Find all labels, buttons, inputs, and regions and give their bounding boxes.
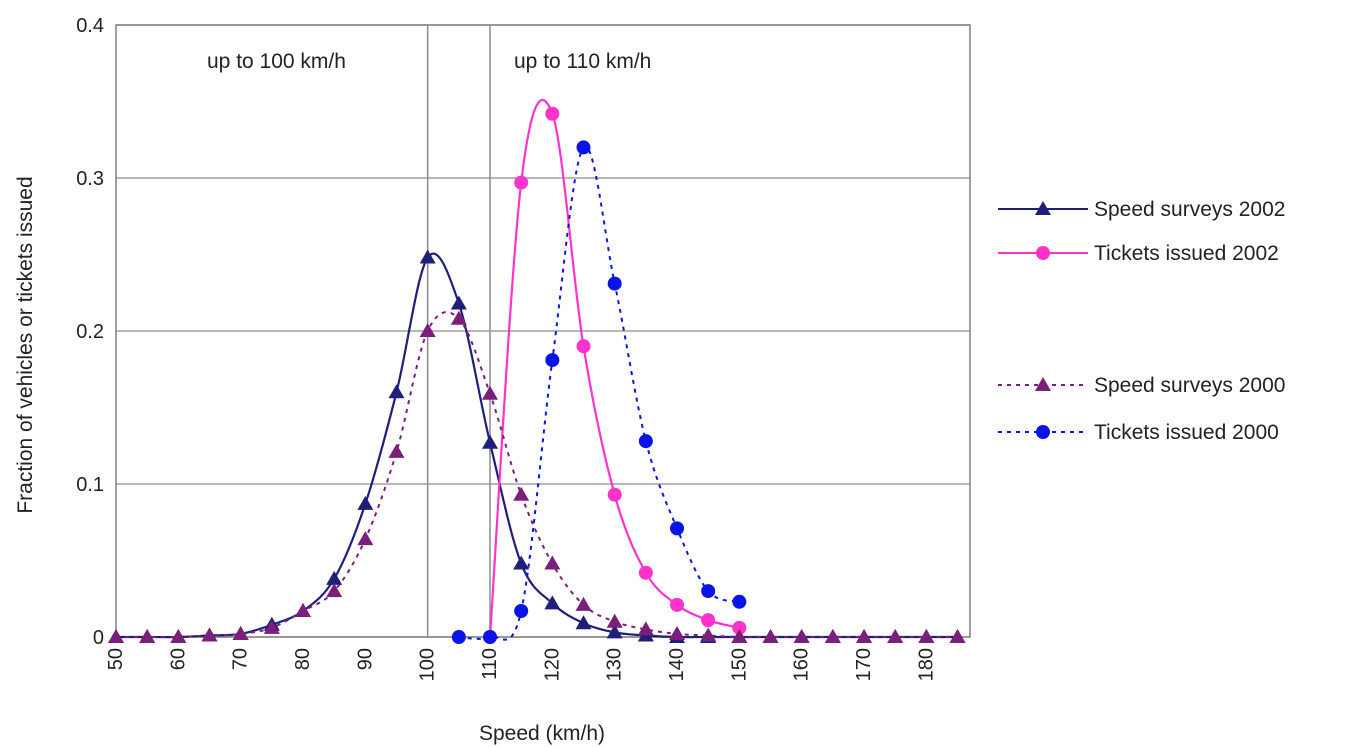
data-point — [607, 487, 622, 502]
data-point — [201, 627, 218, 642]
x-tick-labels: 50 60 70 80 90 100 110 120 130 140 150 160 170 180 — [105, 648, 937, 681]
data-point — [576, 140, 591, 155]
x-tick-label: 180 — [915, 648, 937, 681]
legend-label: Tickets issued 2000 — [1094, 421, 1279, 444]
data-point — [824, 629, 841, 643]
legend-marker — [1035, 377, 1051, 391]
legend-marker — [1036, 425, 1050, 439]
data-point — [139, 629, 156, 643]
data-point — [326, 570, 343, 585]
legend-label: Speed surveys 2002 — [1094, 198, 1285, 221]
y-tick-label: 0 — [93, 627, 104, 649]
data-point — [513, 555, 530, 570]
data-point — [482, 385, 499, 400]
data-point — [700, 627, 717, 642]
x-tick-label: 50 — [105, 648, 127, 670]
data-point — [607, 276, 622, 291]
x-tick-label: 70 — [230, 648, 252, 670]
y-tick-labels: 0 0.1 0.2 0.3 0.4 — [76, 15, 104, 649]
series-line — [116, 252, 958, 639]
x-tick-label: 130 — [604, 648, 626, 681]
data-point — [544, 595, 561, 610]
data-point — [949, 629, 966, 643]
data-point — [544, 555, 561, 570]
data-point — [388, 384, 405, 399]
legend-label: Tickets issued 2002 — [1094, 242, 1279, 265]
y-tick-label: 0.1 — [76, 474, 104, 496]
series-line — [458, 145, 740, 641]
data-point — [638, 434, 653, 449]
data-point — [419, 323, 436, 337]
series-group — [108, 98, 966, 644]
series-3 — [451, 140, 747, 644]
x-tick-label: 60 — [167, 648, 189, 670]
data-point — [638, 565, 653, 580]
x-tick-label: 120 — [541, 648, 563, 681]
series-0 — [108, 249, 966, 643]
y-tick-label: 0.3 — [76, 168, 104, 190]
data-point — [918, 629, 935, 643]
legend-label: Speed surveys 2000 — [1094, 374, 1285, 397]
x-axis-label: Speed (km/h) — [479, 722, 605, 745]
y-axis-label: Fraction of vehicles or tickets issued — [14, 176, 37, 513]
data-point — [545, 106, 560, 121]
data-point — [637, 621, 654, 636]
data-point — [419, 249, 436, 264]
data-point — [514, 603, 529, 618]
data-point — [450, 295, 467, 310]
data-point — [451, 630, 466, 644]
data-point — [701, 613, 716, 628]
data-point — [606, 624, 623, 639]
annotation-110-limit: up to 110 km/h — [514, 50, 651, 73]
x-tick-label: 160 — [791, 648, 813, 681]
data-point — [762, 629, 779, 643]
data-point — [670, 597, 685, 612]
data-point — [482, 434, 499, 449]
x-tick-label: 100 — [417, 648, 439, 681]
data-point — [669, 625, 686, 640]
data-point — [731, 629, 748, 643]
data-point — [108, 629, 124, 643]
x-tick-label: 140 — [666, 648, 688, 681]
plot-area — [115, 24, 971, 638]
data-point — [232, 625, 249, 640]
data-point — [701, 584, 716, 599]
data-point — [576, 339, 591, 354]
data-point — [326, 583, 343, 598]
data-point — [793, 629, 810, 643]
data-point — [263, 619, 280, 634]
data-point — [295, 602, 312, 617]
x-tick-label: 110 — [479, 648, 501, 680]
x-tick-label: 170 — [853, 648, 875, 681]
annotation-100-limit: up to 100 km/h — [207, 50, 346, 73]
y-tick-label: 0.2 — [76, 321, 104, 343]
data-point — [856, 629, 873, 643]
data-point — [545, 353, 560, 368]
legend-marker — [1035, 201, 1051, 215]
data-point — [575, 596, 592, 611]
data-point — [170, 629, 187, 643]
x-tick-label: 90 — [354, 648, 376, 670]
x-tick-label: 150 — [728, 648, 750, 681]
data-point — [357, 495, 374, 510]
legend-marker — [1036, 246, 1050, 260]
data-point — [513, 486, 530, 501]
x-tick-label: 80 — [292, 648, 314, 670]
data-point — [887, 629, 904, 643]
data-point — [575, 615, 592, 630]
data-point — [732, 594, 747, 609]
series-2 — [108, 310, 966, 643]
legend: Speed surveys 2002 Tickets issued 2002 Spe… — [998, 198, 1285, 444]
data-point — [670, 521, 685, 536]
data-point — [450, 310, 467, 325]
data-point — [732, 620, 747, 635]
y-tick-label: 0.4 — [76, 15, 104, 37]
data-point — [388, 443, 405, 458]
data-point — [483, 630, 498, 644]
data-point — [606, 613, 623, 628]
data-point — [514, 175, 529, 190]
data-point — [357, 531, 374, 546]
